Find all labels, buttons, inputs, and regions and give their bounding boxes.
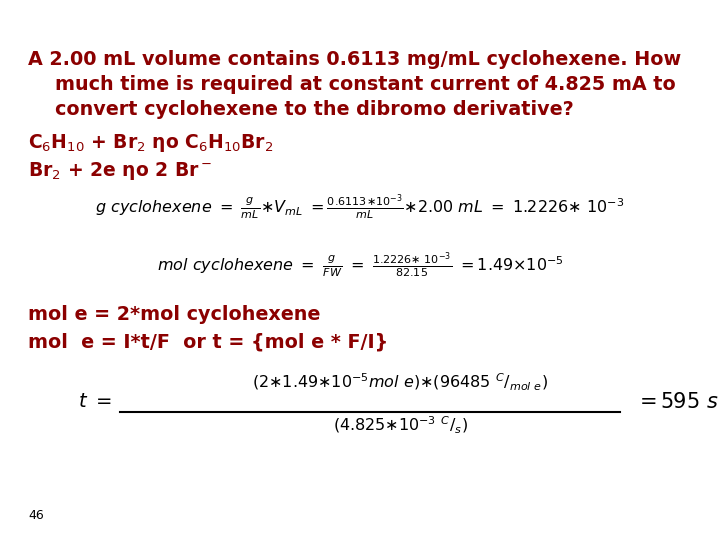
Text: mol e = 2*mol cyclohexene: mol e = 2*mol cyclohexene: [28, 305, 320, 324]
Text: $g\ cyclohexene\ =\ \frac{g}{mL}{\ast}V_{mL}\ =\frac{0.6113{\ast}10^{-3}}{mL}{\a: $g\ cyclohexene\ =\ \frac{g}{mL}{\ast}V_…: [96, 192, 624, 222]
Text: Br$_2$ + 2e $\mathregular{\eta}$o 2 Br$^-$: Br$_2$ + 2e $\mathregular{\eta}$o 2 Br$^…: [28, 160, 212, 182]
Text: $t\ =$: $t\ =$: [78, 393, 112, 411]
Text: convert cyclohexene to the dibromo derivative?: convert cyclohexene to the dibromo deriv…: [55, 100, 574, 119]
Text: mol  e = I*t/F  or t = {mol e * F/I}: mol e = I*t/F or t = {mol e * F/I}: [28, 333, 388, 352]
Text: $(2{\ast}1.49{\ast}10^{-5}mol\ e){\ast}(96485\ ^C/_{mol\ e})$: $(2{\ast}1.49{\ast}10^{-5}mol\ e){\ast}(…: [252, 372, 548, 393]
Text: $= 595\ s$: $= 595\ s$: [635, 392, 719, 412]
Text: A 2.00 mL volume contains 0.6113 mg/mL cyclohexene. How: A 2.00 mL volume contains 0.6113 mg/mL c…: [28, 50, 681, 69]
Text: C$_6$H$_{10}$ + Br$_2$ $\mathregular{\eta}$o C$_6$H$_{10}$Br$_2$: C$_6$H$_{10}$ + Br$_2$ $\mathregular{\et…: [28, 132, 274, 154]
Text: much time is required at constant current of 4.825 mA to: much time is required at constant curren…: [55, 75, 676, 94]
Text: 46: 46: [28, 509, 44, 522]
Text: $(4.825{\ast}10^{-3}\ ^C/_{s})$: $(4.825{\ast}10^{-3}\ ^C/_{s})$: [333, 415, 467, 436]
Text: $mol\ cyclohexene\ =\ \frac{g}{FW}\ =\ \frac{1.2226{\ast}\ 10^{-3}}{82.15}\ =1.4: $mol\ cyclohexene\ =\ \frac{g}{FW}\ =\ \…: [157, 250, 563, 280]
